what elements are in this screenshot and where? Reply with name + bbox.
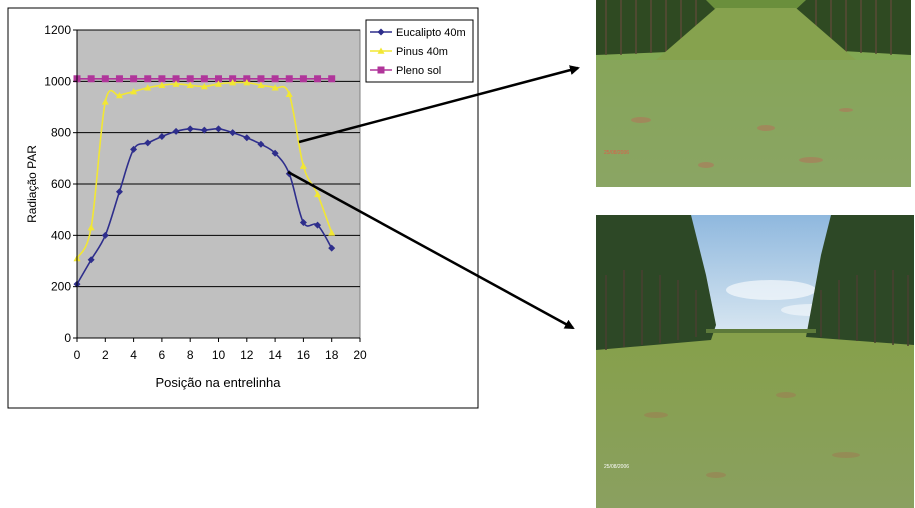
data-point — [101, 231, 109, 239]
data-point — [172, 80, 180, 87]
data-point — [257, 81, 265, 88]
data-point — [215, 125, 222, 133]
legend-marker — [377, 66, 385, 74]
data-point — [328, 229, 336, 236]
legend-label: Pinus 40m — [396, 46, 448, 58]
y-tick-label: 0 — [64, 331, 71, 345]
arrow-to-bottom-photo — [287, 170, 575, 330]
data-point — [314, 221, 322, 229]
data-point — [115, 91, 123, 99]
series-pinus-40m — [73, 79, 336, 262]
data-point — [115, 188, 123, 196]
data-point — [299, 219, 307, 226]
data-point — [87, 75, 95, 83]
data-point — [144, 84, 152, 91]
photo-date-stamp: 25/08/2006 — [604, 464, 629, 470]
data-point — [172, 127, 180, 135]
data-point — [271, 84, 279, 91]
data-point — [186, 125, 194, 133]
data-point — [314, 75, 322, 83]
data-point — [215, 75, 222, 83]
data-point — [87, 224, 95, 231]
photo-date-stamp: 25/08/2006 — [604, 150, 629, 156]
y-tick-label: 1200 — [44, 23, 71, 37]
data-point — [328, 75, 336, 83]
data-point — [299, 162, 307, 169]
legend-marker — [377, 47, 385, 54]
y-axis-label: Radiação PAR — [25, 145, 39, 223]
data-point — [130, 145, 138, 153]
legend-label: Eucalipto 40m — [396, 27, 466, 39]
data-point — [314, 190, 322, 198]
data-point — [229, 79, 237, 86]
data-point — [101, 75, 109, 83]
x-tick-label: 2 — [102, 348, 109, 362]
data-point — [186, 75, 194, 83]
legend: Eucalipto 40m Pinus 40m Pleno sol — [365, 19, 474, 83]
arrow-to-top-photo — [298, 65, 580, 144]
y-tick-label: 200 — [51, 280, 71, 294]
x-tick-label: 16 — [297, 348, 311, 362]
axes: 0 200 400 600 800 1000 1200 0 2 4 6 8 10 12 14 16 18 20 — [44, 23, 367, 362]
data-point — [115, 75, 123, 83]
x-tick-label: 0 — [74, 348, 81, 362]
photo-narrow-alley-image: 25/08/2006 — [596, 0, 911, 187]
data-point — [257, 75, 265, 83]
data-point — [144, 139, 152, 147]
photo-wide-alley: 25/08/2006 — [596, 215, 914, 508]
x-tick-label: 18 — [325, 348, 339, 362]
photo-wide-alley-image: 25/08/2006 — [596, 215, 914, 508]
data-point — [285, 75, 293, 83]
data-point — [215, 80, 222, 87]
data-point — [158, 75, 166, 83]
legend-marker — [377, 28, 385, 36]
data-point — [158, 133, 166, 141]
data-point — [144, 75, 152, 83]
x-tick-label: 8 — [187, 348, 194, 362]
data-point — [243, 79, 251, 86]
series-pleno-sol — [73, 75, 336, 83]
data-point — [299, 75, 307, 83]
x-tick-label: 4 — [130, 348, 137, 362]
legend-label: Pleno sol — [396, 65, 441, 77]
y-tick-label: 600 — [51, 177, 71, 191]
data-point — [243, 75, 251, 83]
data-point — [285, 90, 293, 97]
annotation-arrows — [287, 65, 580, 330]
data-point — [87, 256, 95, 264]
data-point — [172, 75, 180, 83]
y-tick-label: 1000 — [44, 74, 71, 88]
data-point — [243, 134, 251, 142]
data-point — [271, 75, 279, 83]
data-point — [186, 81, 194, 88]
data-point — [130, 75, 138, 83]
photo-narrow-alley: 25/08/2006 — [596, 0, 911, 187]
x-tick-label: 12 — [240, 348, 254, 362]
data-point — [158, 81, 166, 88]
data-point — [229, 129, 237, 137]
data-point — [200, 75, 208, 83]
data-point — [328, 244, 336, 252]
data-point — [229, 75, 237, 83]
data-point — [101, 98, 109, 105]
data-point — [130, 88, 138, 95]
data-point — [271, 149, 279, 157]
x-tick-label: 6 — [159, 348, 166, 362]
y-tick-label: 400 — [51, 228, 71, 242]
y-tick-label: 800 — [51, 126, 71, 140]
x-tick-label: 20 — [353, 348, 367, 362]
data-point — [200, 126, 208, 134]
x-axis-label: Posição na entrelinha — [155, 375, 281, 390]
x-tick-label: 10 — [212, 348, 226, 362]
x-tick-label: 14 — [268, 348, 282, 362]
data-point — [257, 140, 265, 148]
data-point — [200, 82, 208, 90]
